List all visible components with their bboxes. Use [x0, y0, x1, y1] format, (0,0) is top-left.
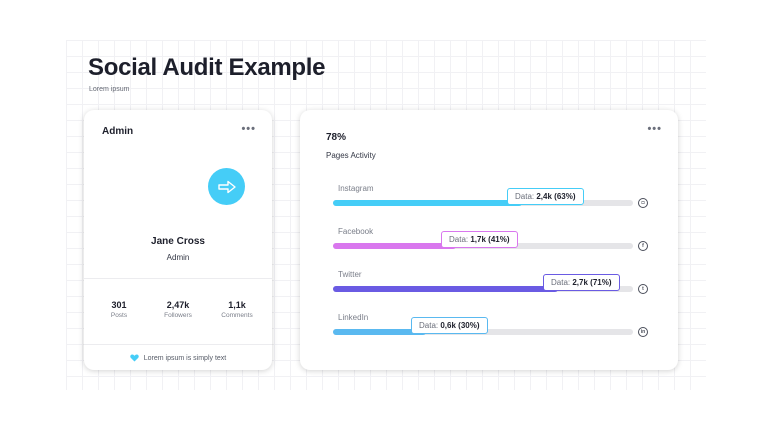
instagram-icon[interactable]: ◘: [638, 198, 648, 208]
data-tooltip: Data: 2,4k (63%): [507, 188, 584, 205]
activity-row-instagram: Instagram Data: 2,4k (63%) ◘: [333, 184, 663, 214]
progress-fill: [333, 243, 456, 249]
footnote-text: Lorem ipsum is simply text: [143, 354, 227, 362]
stat-comments: 1,1k Comments: [206, 300, 268, 319]
activity-label: Pages Activity: [326, 151, 376, 160]
activity-row-twitter: Twitter Data: 2,7k (71%) t: [333, 270, 663, 300]
activity-row-facebook: Facebook Data: 1,7k (41%) f: [333, 227, 663, 257]
tooltip-prefix: Data:: [551, 278, 571, 287]
row-label: Twitter: [338, 270, 362, 279]
stat-value: 1,1k: [228, 300, 246, 310]
twitter-icon[interactable]: t: [638, 284, 648, 294]
heart-icon: [130, 354, 139, 362]
progress-fill: [333, 200, 522, 206]
profile-name: Jane Cross: [151, 236, 205, 247]
tooltip-value: 2,4k (63%): [536, 192, 576, 201]
profile-card: Admin ••• Jane Cross Admin 301 Posts 2,4…: [84, 110, 272, 370]
divider: [84, 344, 272, 345]
profile-role: Admin: [166, 253, 190, 262]
progress-track: Data: 0,6k (30%): [333, 317, 633, 335]
stat-value: 301: [111, 300, 127, 310]
linkedin-icon[interactable]: in: [638, 327, 648, 337]
more-dots-icon[interactable]: •••: [241, 123, 256, 135]
stat-label: Followers: [164, 312, 192, 319]
activity-percent: 78%: [326, 132, 347, 143]
tooltip-value: 0,6k (30%): [440, 321, 480, 330]
stat-label: Comments: [221, 312, 253, 319]
stat-label: Posts: [110, 312, 128, 319]
row-label: LinkedIn: [338, 313, 369, 322]
stat-followers: 2,47k Followers: [147, 300, 209, 319]
arrow-right-icon[interactable]: [208, 168, 245, 205]
tooltip-prefix: Data:: [449, 235, 469, 244]
progress-fill: [333, 286, 558, 292]
profile-card-heading: Admin: [102, 126, 134, 137]
page-title: Social Audit Example: [88, 54, 326, 81]
progress-track: Data: 2,7k (71%): [333, 274, 633, 292]
divider: [84, 278, 272, 279]
tooltip-prefix: Data:: [419, 321, 439, 330]
row-label: Facebook: [338, 227, 374, 236]
stat-value: 2,47k: [166, 300, 190, 310]
more-dots-icon[interactable]: •••: [647, 123, 662, 135]
data-tooltip: Data: 0,6k (30%): [411, 317, 488, 334]
arrow-right-glyph: [217, 180, 236, 193]
row-label: Instagram: [338, 184, 374, 193]
progress-track: Data: 2,4k (63%): [333, 188, 633, 206]
profile-footnote: Lorem ipsum is simply text: [84, 354, 272, 362]
activity-row-linkedin: LinkedIn Data: 0,6k (30%) in: [333, 313, 663, 343]
activity-card: ••• 78% Pages Activity Instagram Data: 2…: [300, 110, 678, 370]
facebook-icon[interactable]: f: [638, 241, 648, 251]
data-tooltip: Data: 1,7k (41%): [441, 231, 518, 248]
data-tooltip: Data: 2,7k (71%): [543, 274, 620, 291]
tooltip-value: 2,7k (71%): [572, 278, 612, 287]
progress-fill: [333, 329, 426, 335]
stat-posts: 301 Posts: [88, 300, 150, 319]
tooltip-prefix: Data:: [515, 192, 535, 201]
page-subtitle: Lorem ipsum: [89, 86, 130, 93]
progress-track: Data: 1,7k (41%): [333, 231, 633, 249]
tooltip-value: 1,7k (41%): [470, 235, 510, 244]
